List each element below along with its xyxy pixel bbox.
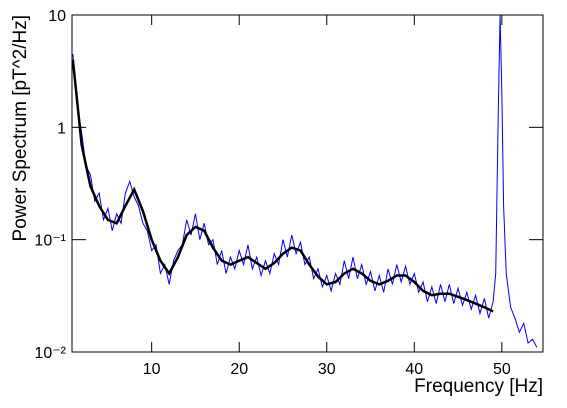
y-axis-title: Power Spectrum [pT^2/Hz]	[10, 15, 31, 241]
plot-frame	[71, 14, 544, 353]
y-tick-label: 10⁻¹	[34, 233, 66, 250]
x-tick-label: 50	[493, 361, 511, 378]
x-tick-label: 20	[230, 361, 248, 378]
y-tick-label: 10	[48, 8, 66, 25]
y-tick-label: 1	[57, 120, 66, 137]
series-line	[72, 59, 494, 313]
x-tick-label: 40	[405, 361, 423, 378]
y-tick-label: 10⁻²	[34, 345, 66, 362]
x-tick-label: 30	[318, 361, 336, 378]
x-axis-title: Frequency [Hz]	[414, 376, 543, 397]
x-tick-label: 10	[143, 361, 161, 378]
